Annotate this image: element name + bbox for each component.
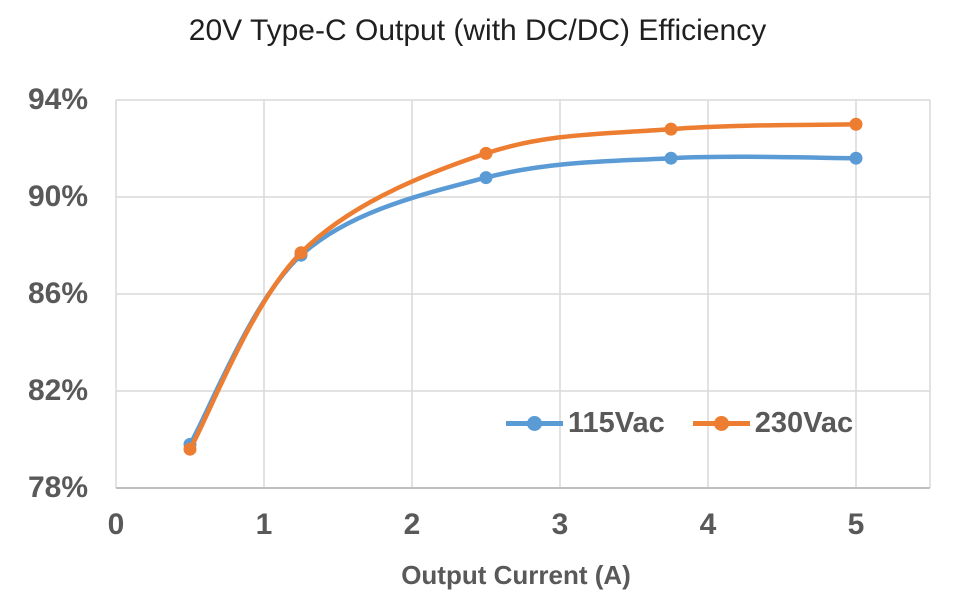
legend-label: 115Vac bbox=[568, 406, 665, 439]
data-series bbox=[183, 117, 863, 456]
x-axis-title: Output Current (A) bbox=[401, 560, 631, 590]
chart-title: 20V Type-C Output (with DC/DC) Efficienc… bbox=[188, 14, 767, 47]
x-tick-label: 5 bbox=[847, 508, 865, 541]
data-point-marker bbox=[664, 122, 678, 136]
legend-line-marker-icon bbox=[506, 414, 563, 432]
data-point-marker bbox=[849, 117, 863, 131]
legend-item-115vac: 115Vac bbox=[506, 407, 665, 440]
y-tick-label: 78% bbox=[27, 471, 88, 504]
x-tick-label: 4 bbox=[699, 508, 717, 541]
legend-item-230vac: 230Vac bbox=[692, 406, 854, 440]
y-tick-label: 82% bbox=[27, 374, 88, 407]
y-tick-label: 94% bbox=[27, 83, 88, 116]
y-tick-label: 86% bbox=[27, 277, 88, 310]
x-tick-label: 2 bbox=[403, 508, 421, 541]
data-point-marker bbox=[664, 151, 678, 165]
legend-label: 230Vac bbox=[754, 406, 854, 439]
x-tick-label: 1 bbox=[255, 508, 273, 541]
series-230Vac bbox=[183, 117, 863, 456]
y-tick-label: 90% bbox=[27, 180, 88, 213]
legend: 115Vac 230Vac bbox=[506, 400, 853, 446]
data-point-marker bbox=[849, 151, 863, 165]
data-point-marker bbox=[183, 442, 197, 456]
legend-line-marker-icon bbox=[692, 414, 750, 432]
data-point-marker bbox=[294, 246, 308, 260]
data-point-marker bbox=[479, 171, 493, 185]
x-tick-label: 3 bbox=[551, 508, 569, 541]
x-tick-label: 0 bbox=[107, 508, 125, 541]
data-point-marker bbox=[479, 146, 493, 160]
